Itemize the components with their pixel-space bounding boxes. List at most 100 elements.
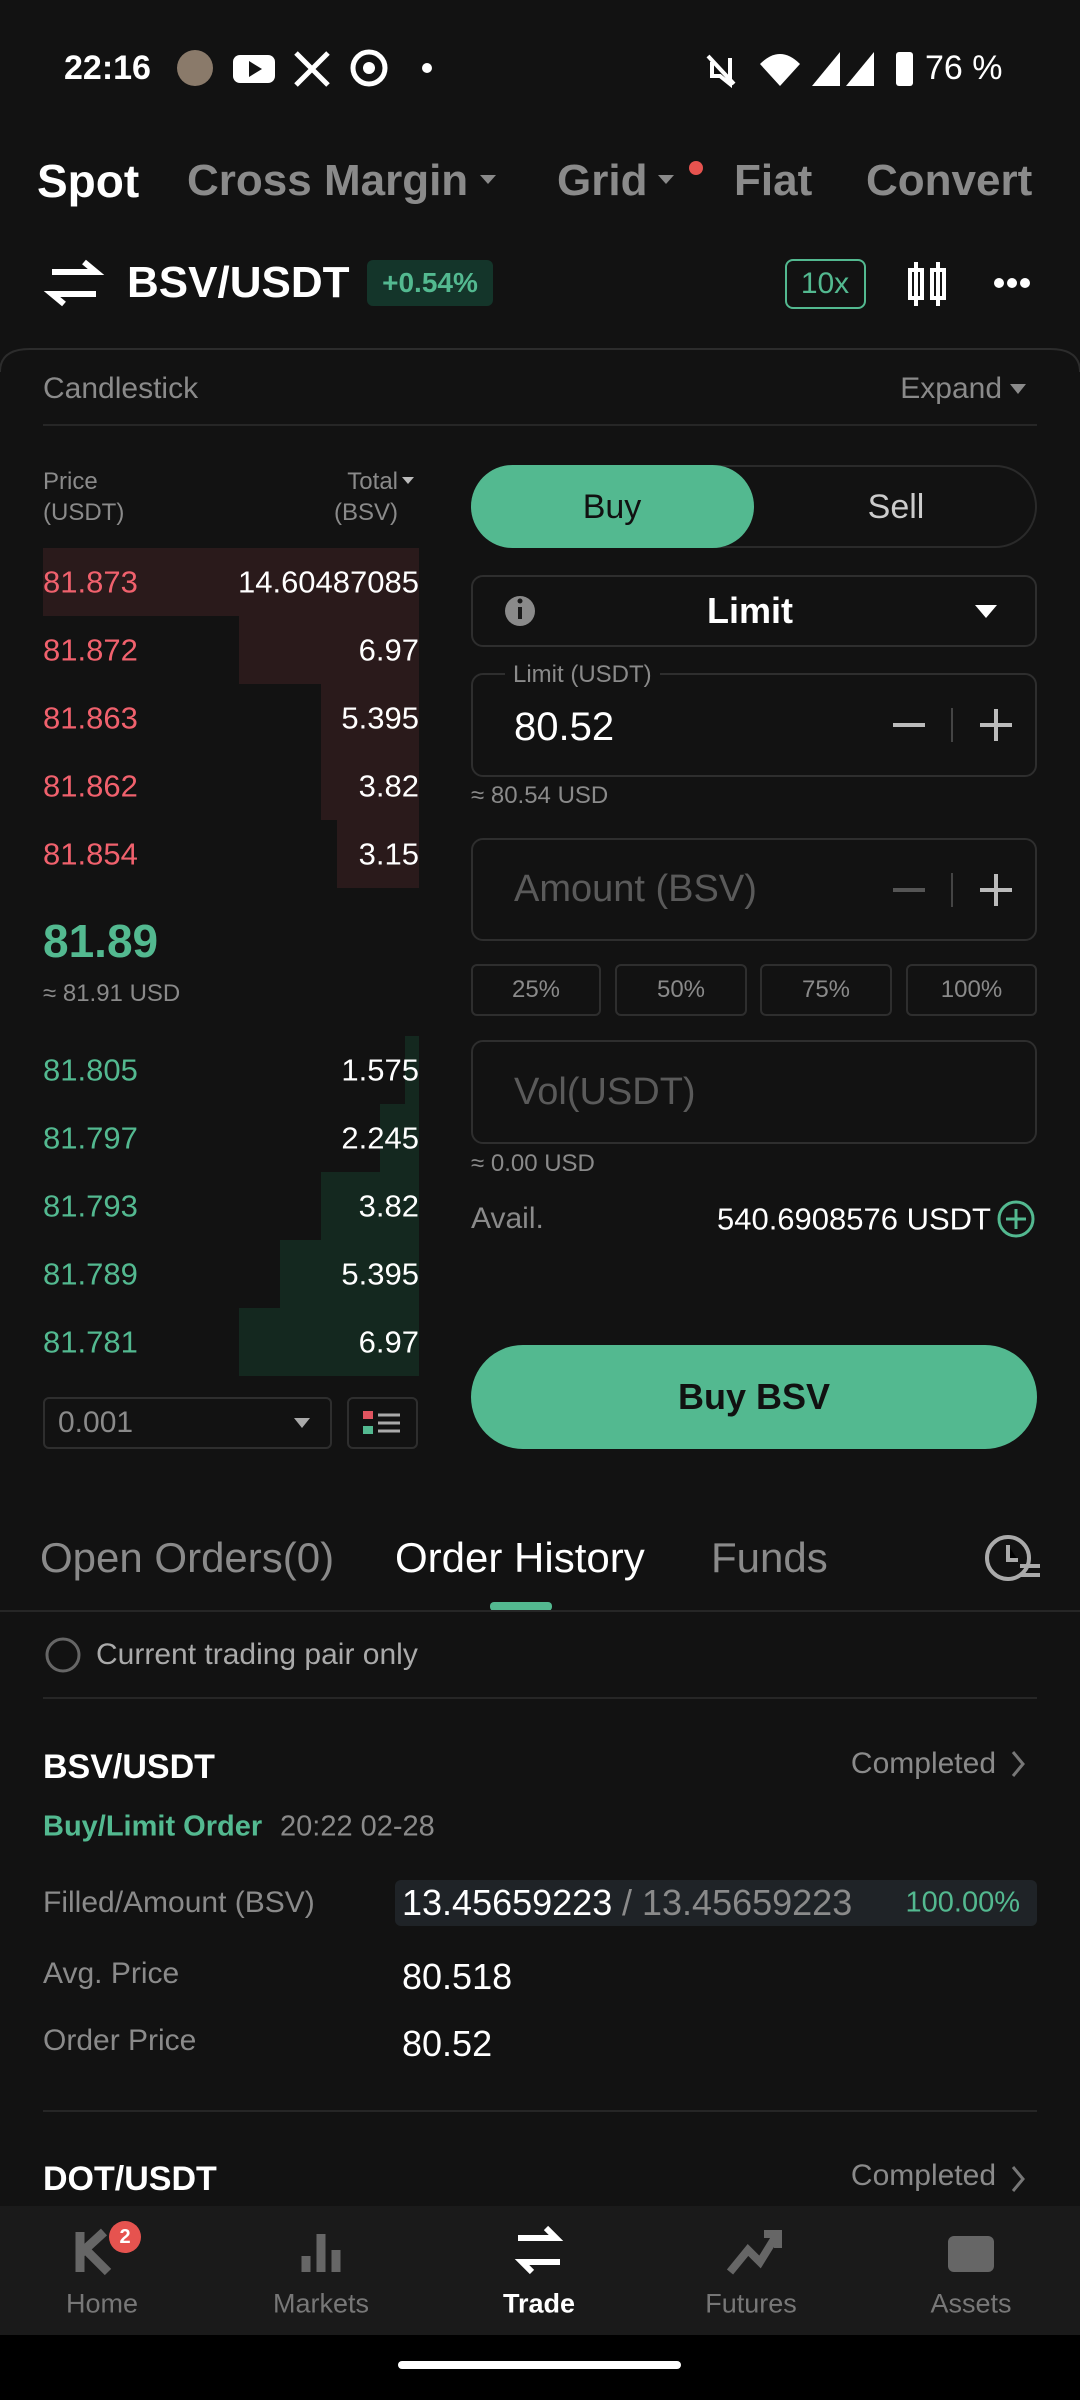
limit-input[interactable]: [471, 673, 1037, 777]
amount-input[interactable]: [471, 838, 1037, 941]
bid-depth: [321, 1172, 419, 1240]
bid-total: 1.575: [341, 1052, 419, 1088]
nav-item[interactable]: Home: [65, 2288, 139, 2319]
ask-total: 6.97: [358, 632, 419, 668]
mode-tab[interactable]: Cross Margin: [187, 156, 469, 205]
bid-price: 81.789: [43, 1256, 138, 1292]
ask-total: 3.82: [358, 768, 419, 804]
ask-depth: [239, 616, 419, 684]
percent-button[interactable]: [615, 964, 747, 1016]
limit-label: Limit (USDT): [505, 663, 660, 687]
bid-price: 81.805: [43, 1052, 138, 1088]
filled-label: Filled/Amount (BSV): [43, 1886, 315, 1919]
notification-badge: 2: [119, 2226, 131, 2248]
sell-tab-label[interactable]: Sell: [867, 488, 925, 526]
last-price: 81.89: [43, 915, 159, 967]
order-time: 20:22 02-28: [280, 1810, 435, 1843]
submit-button[interactable]: [471, 1345, 1037, 1449]
ask-price: 81.862: [43, 768, 138, 804]
order-pair: BSV/USDT: [43, 1748, 215, 1786]
mode-tab[interactable]: Spot: [37, 155, 140, 207]
order-status[interactable]: Completed: [850, 1747, 996, 1780]
nav-item[interactable]: Trade: [502, 2288, 576, 2319]
percent-button[interactable]: [906, 964, 1037, 1016]
order-price-value: 80.52: [402, 2023, 493, 2064]
bid-total: 5.395: [341, 1256, 419, 1292]
order-type-select[interactable]: [471, 575, 1037, 647]
submit-label[interactable]: Buy BSV: [677, 1376, 831, 1417]
bid-price: 81.797: [43, 1120, 138, 1156]
percent-label[interactable]: 50%: [656, 976, 706, 1003]
ask-depth: [337, 820, 419, 888]
change-badge: [367, 260, 493, 306]
ask-total: 3.15: [358, 836, 419, 872]
last-price-usd: ≈ 81.91 USD: [43, 980, 181, 1007]
filled-value: 13.45659223: [402, 1882, 613, 1923]
mode-tab[interactable]: Convert: [866, 156, 1033, 205]
filled-percent: 100.00%: [905, 1886, 1021, 1919]
mode-tab[interactable]: Grid: [557, 156, 648, 205]
total-unit: (BSV): [333, 499, 398, 526]
ask-price: 81.863: [43, 700, 138, 736]
nav-item[interactable]: Markets: [272, 2288, 370, 2319]
pair-symbol[interactable]: BSV/USDT: [127, 258, 350, 307]
buy-tab[interactable]: [471, 465, 754, 548]
bid-depth: [405, 1036, 419, 1104]
ask-price: 81.873: [43, 564, 138, 600]
limit-value: 80.52: [514, 705, 615, 749]
order-price-label: Order Price: [43, 2024, 197, 2057]
filled-box: [395, 1880, 1037, 1926]
bid-total: 3.82: [358, 1188, 419, 1224]
ask-depth: [43, 548, 419, 616]
nav-item[interactable]: Assets: [930, 2288, 1012, 2319]
order-tab[interactable]: Open Orders(0): [40, 1534, 335, 1581]
percent-label[interactable]: 25%: [511, 976, 561, 1003]
leverage-box[interactable]: [785, 259, 866, 309]
ask-depth: [321, 684, 419, 752]
battery-level: 76 %: [925, 49, 1003, 87]
ask-total: 14.60487085: [237, 564, 419, 600]
price-change: +0.54%: [382, 267, 478, 298]
buy-tab-label[interactable]: Buy: [582, 488, 642, 526]
price-header: Price: [43, 468, 98, 495]
amount-value: / 13.45659223: [622, 1882, 853, 1923]
bid-depth: [280, 1240, 419, 1308]
bid-price: 81.793: [43, 1188, 138, 1224]
avail-label: Avail.: [471, 1202, 544, 1235]
bid-price: 81.781: [43, 1324, 138, 1360]
price-unit: (USDT): [43, 499, 125, 526]
bid-total: 6.97: [358, 1324, 419, 1360]
percent-label[interactable]: 100%: [940, 976, 1003, 1003]
status-time: 22:16: [64, 49, 151, 87]
total-header[interactable]: Total: [347, 468, 398, 495]
mode-tab[interactable]: Fiat: [734, 156, 813, 205]
order-side: Buy/Limit Order: [43, 1810, 263, 1843]
bid-depth: [239, 1308, 419, 1376]
order-type[interactable]: Limit: [707, 590, 793, 631]
percent-button[interactable]: [471, 964, 601, 1016]
avg-value: 80.518: [402, 1956, 513, 1997]
bid-depth: [380, 1104, 419, 1172]
ask-price: 81.872: [43, 632, 138, 668]
expand-button[interactable]: Expand: [900, 372, 1002, 405]
precision-select[interactable]: [43, 1397, 332, 1449]
precision: 0.001: [58, 1406, 134, 1439]
percent-button[interactable]: [760, 964, 892, 1016]
vol-placeholder: Vol(USDT): [514, 1071, 696, 1113]
order-pair: DOT/USDT: [43, 2160, 217, 2198]
view-toggle[interactable]: [347, 1397, 418, 1449]
vol-input[interactable]: [471, 1040, 1037, 1144]
order-status[interactable]: Completed: [850, 2159, 996, 2192]
pair-filter[interactable]: Current trading pair only: [96, 1638, 418, 1671]
ask-price: 81.854: [43, 836, 138, 872]
amount-placeholder: Amount (BSV): [514, 868, 757, 910]
order-tab[interactable]: Funds: [711, 1534, 828, 1581]
nav-item[interactable]: Futures: [705, 2288, 797, 2319]
order-tab[interactable]: Order History: [395, 1534, 645, 1581]
avg-label: Avg. Price: [43, 1957, 180, 1990]
leverage[interactable]: 10x: [800, 267, 850, 300]
percent-label[interactable]: 75%: [801, 976, 851, 1003]
bid-total: 2.245: [341, 1120, 419, 1156]
